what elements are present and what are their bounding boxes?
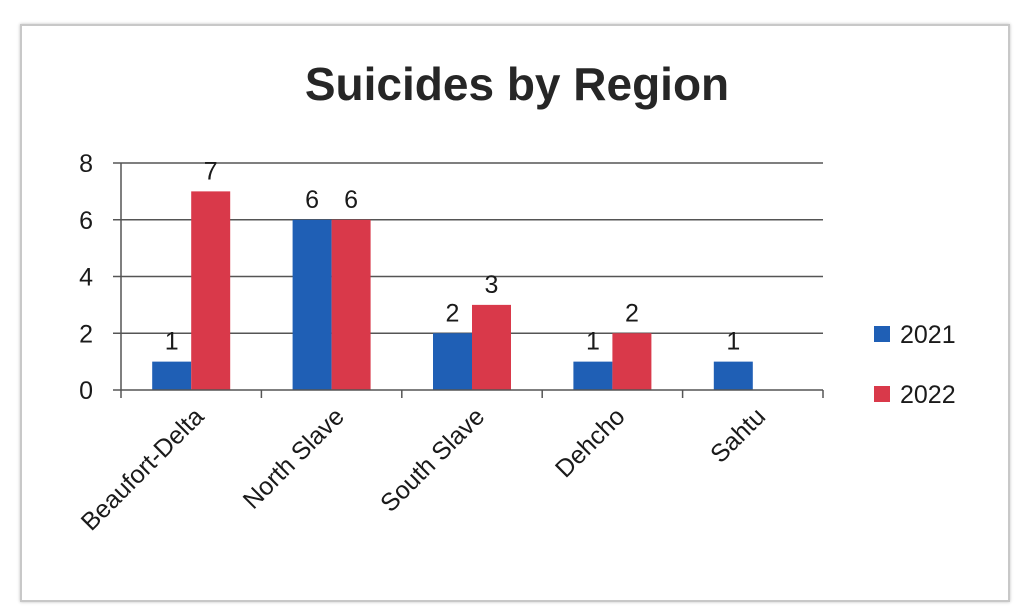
bar-2022-beaufort-delta (191, 191, 231, 390)
legend-label-2021: 2021 (900, 321, 956, 349)
bars (152, 191, 753, 390)
chart-title: Suicides by Region (305, 58, 729, 110)
x-category-label: Beaufort-Delta (76, 402, 210, 536)
data-label: 1 (165, 328, 179, 356)
bar-2021-north-slave (292, 219, 332, 390)
legend-label-2022: 2022 (900, 381, 956, 409)
data-label: 6 (344, 186, 358, 214)
y-tick-label: 6 (79, 207, 93, 235)
y-tick-label: 0 (79, 377, 93, 405)
y-tick-label: 2 (79, 320, 93, 348)
legend-swatch-2021 (874, 326, 890, 342)
data-label: 3 (485, 271, 499, 299)
bar-2021-beaufort-delta (152, 361, 192, 390)
data-label: 2 (446, 299, 460, 327)
x-category-label: Dehcho (550, 402, 631, 483)
legend: 2021 2022 (874, 321, 956, 409)
bar-2021-dehcho (573, 361, 613, 390)
bar-2022-north-slave (331, 219, 371, 390)
y-tick-label: 4 (79, 264, 93, 292)
bar-2022-dehcho (612, 333, 652, 390)
data-label: 7 (204, 157, 218, 185)
data-label: 2 (625, 299, 639, 327)
data-label: 1 (726, 328, 740, 356)
data-label: 6 (305, 186, 319, 214)
bar-2021-south-slave (433, 333, 472, 390)
y-tick-label: 8 (79, 150, 93, 178)
data-label: 1 (586, 328, 600, 356)
x-category-label: North Slave (238, 402, 350, 514)
x-category-label: South Slave (375, 402, 490, 517)
legend-swatch-2022 (874, 386, 890, 402)
bar-2022-south-slave (472, 304, 511, 390)
x-category-label: Sahtu (705, 402, 771, 468)
chart-frame (20, 24, 1010, 602)
bar-2021-sahtu (713, 361, 753, 390)
